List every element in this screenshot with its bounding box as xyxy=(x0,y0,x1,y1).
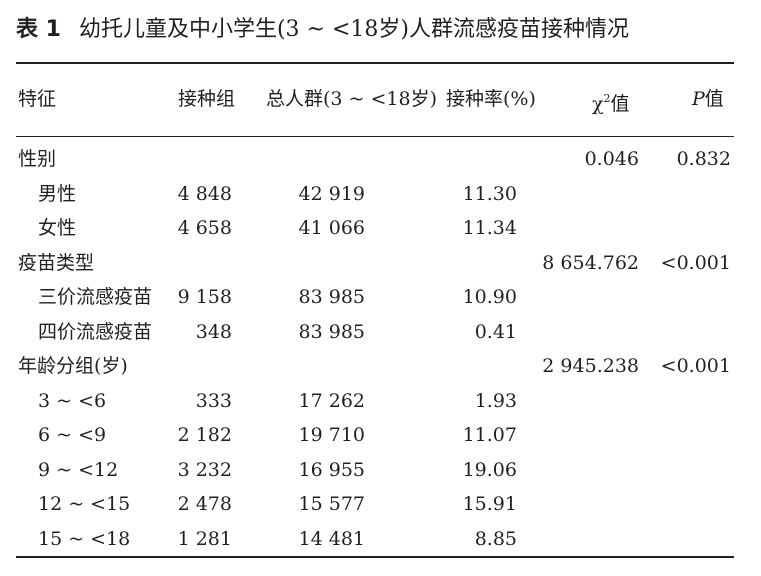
cell-rate: 19.06 xyxy=(462,458,517,481)
header-rule xyxy=(16,136,734,137)
cell-p-value: <0.001 xyxy=(660,355,731,377)
bottom-rule xyxy=(16,556,734,558)
cell-chi-square: 8 654.762 xyxy=(542,251,639,274)
cell-total: 83 985 xyxy=(298,320,365,343)
cell-p-value: 0.832 xyxy=(676,148,731,170)
row-label: 男性 xyxy=(38,182,77,205)
cell-rate: 11.07 xyxy=(462,424,517,446)
cell-rate: 15.91 xyxy=(462,493,517,515)
cell-rate: 11.30 xyxy=(462,182,517,205)
table-caption: 幼托儿童及中小学生(3 ~ <18岁)人群流感疫苗接种情况 xyxy=(78,17,629,42)
cell-vaccinated: 348 xyxy=(195,320,232,343)
header-feature: 特征 xyxy=(18,88,57,110)
cell-total: 14 481 xyxy=(298,527,365,550)
row-label: 9 ~ <12 xyxy=(38,458,119,481)
table-row: 3 ~ <6 333 17 262 1.93 xyxy=(0,384,761,418)
table-row: 9 ~ <12 3 232 16 955 19.06 xyxy=(0,453,761,487)
cell-total: 17 262 xyxy=(298,389,365,412)
row-label: 6 ~ <9 xyxy=(38,424,107,446)
table-row: 四价流感疫苗 348 83 985 0.41 xyxy=(0,315,761,349)
cell-p-value: <0.001 xyxy=(660,251,731,274)
cell-rate: 1.93 xyxy=(474,389,517,412)
row-label: 性别 xyxy=(18,148,57,170)
row-label: 年龄分组(岁) xyxy=(18,355,128,377)
table-row: 女性 4 658 41 066 11.34 xyxy=(0,211,761,245)
p-suffix: 值 xyxy=(704,88,724,110)
cell-vaccinated: 9 158 xyxy=(177,286,232,308)
cell-vaccinated: 2 478 xyxy=(177,493,232,515)
row-label: 15 ~ <18 xyxy=(38,527,131,550)
header-total: 总人群(3 ~ <18岁) xyxy=(266,88,438,110)
table-group-row: 疫苗类型 8 654.762 <0.001 xyxy=(0,246,761,280)
cell-total: 16 955 xyxy=(298,458,365,481)
table-row: 男性 4 848 42 919 11.30 xyxy=(0,177,761,211)
row-label: 12 ~ <15 xyxy=(38,493,131,515)
cell-total: 41 066 xyxy=(298,217,365,239)
cell-chi-square: 0.046 xyxy=(584,148,639,170)
row-label: 四价流感疫苗 xyxy=(38,320,153,343)
table-group-row: 年龄分组(岁) 2 945.238 <0.001 xyxy=(0,349,761,383)
cell-vaccinated: 4 848 xyxy=(177,182,232,205)
table-row: 12 ~ <15 2 478 15 577 15.91 xyxy=(0,487,761,521)
cell-vaccinated: 333 xyxy=(195,389,232,412)
table-number: 表 1 xyxy=(16,17,61,42)
cell-total: 83 985 xyxy=(298,286,365,308)
cell-total: 15 577 xyxy=(298,493,365,515)
top-rule xyxy=(16,62,734,64)
cell-rate: 10.90 xyxy=(462,286,517,308)
cell-rate: 11.34 xyxy=(462,217,517,239)
row-label: 疫苗类型 xyxy=(18,251,95,274)
cell-total: 19 710 xyxy=(298,424,365,446)
cell-vaccinated: 2 182 xyxy=(177,424,232,446)
cell-rate: 0.41 xyxy=(474,320,517,343)
cell-rate: 8.85 xyxy=(474,527,517,550)
p-symbol: P xyxy=(692,88,705,110)
cell-vaccinated: 3 232 xyxy=(177,458,232,481)
header-p-value: P值 xyxy=(692,82,724,116)
row-label: 女性 xyxy=(38,217,77,239)
table-row: 15 ~ <18 1 281 14 481 8.85 xyxy=(0,522,761,556)
cell-chi-square: 2 945.238 xyxy=(542,355,639,377)
table-title: 表 1 幼托儿童及中小学生(3 ~ <18岁)人群流感疫苗接种情况 xyxy=(16,14,629,46)
chi-suffix: 值 xyxy=(610,93,630,115)
chi-superscript: 2 xyxy=(603,92,611,105)
chi-symbol: χ xyxy=(592,93,604,115)
cell-total: 42 919 xyxy=(298,182,365,205)
cell-vaccinated: 4 658 xyxy=(177,217,232,239)
table-row: 6 ~ <9 2 182 19 710 11.07 xyxy=(0,418,761,452)
table-row: 三价流感疫苗 9 158 83 985 10.90 xyxy=(0,280,761,314)
row-label: 三价流感疫苗 xyxy=(38,286,153,308)
table-group-row: 性别 0.046 0.832 xyxy=(0,142,761,176)
header-chi-square: χ2值 xyxy=(592,82,630,116)
cell-vaccinated: 1 281 xyxy=(177,527,232,550)
row-label: 3 ~ <6 xyxy=(38,389,107,412)
header-rate: 接种率(%) xyxy=(446,88,536,110)
header-vaccinated: 接种组 xyxy=(178,88,236,110)
